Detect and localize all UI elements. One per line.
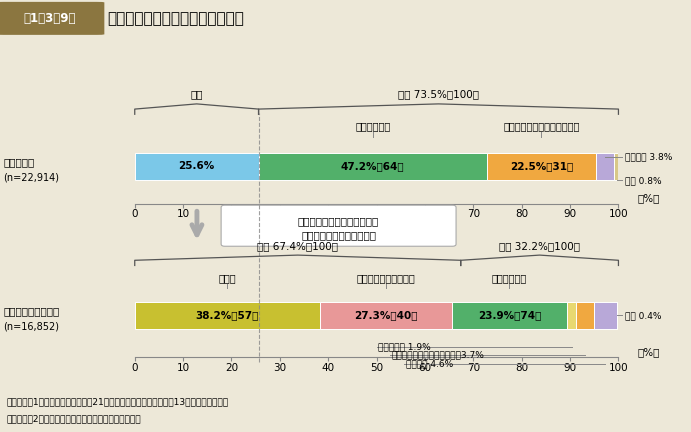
- Text: 勤め（常勤）: 勤め（常勤）: [492, 273, 527, 283]
- Text: 自営業等 3.8%: 自営業等 3.8%: [625, 152, 673, 161]
- Text: 有職 32.2%（100）: 有職 32.2%（100）: [499, 241, 580, 251]
- FancyBboxPatch shape: [0, 3, 104, 34]
- FancyBboxPatch shape: [221, 205, 456, 246]
- Text: 勤め（常勤）: 勤め（常勤）: [355, 121, 390, 131]
- Text: 出産前後の女性の就業状況の変化: 出産前後の女性の就業状況の変化: [107, 11, 244, 26]
- Text: (n=16,852): (n=16,852): [3, 321, 59, 331]
- Bar: [319, 302, 452, 329]
- Text: 出産１年前: 出産１年前: [3, 157, 35, 167]
- Text: 自営業等 4.6%: 自営業等 4.6%: [406, 359, 453, 368]
- Text: 勤め（パート・アルバイト）3.7%: 勤め（パート・アルバイト）3.7%: [392, 351, 484, 360]
- Text: 2．きょうだい数１人（本人のみ）の場合。: 2．きょうだい数１人（本人のみ）の場合。: [7, 415, 142, 423]
- Text: 38.2%（57）: 38.2%（57）: [196, 310, 259, 321]
- Text: 不詳 0.8%: 不詳 0.8%: [625, 176, 662, 185]
- Bar: [135, 152, 258, 180]
- Text: 出産半年後（現在）の状況: 出産半年後（現在）の状況: [301, 230, 376, 240]
- Bar: [594, 302, 616, 329]
- Text: （%）: （%）: [638, 194, 660, 203]
- Text: 無職 67.4%（100）: 無職 67.4%（100）: [257, 241, 339, 251]
- Bar: [567, 302, 576, 329]
- Text: 元常勤: 元常勤: [218, 273, 236, 283]
- Bar: [135, 302, 319, 329]
- Bar: [596, 152, 614, 180]
- Text: (n=22,914): (n=22,914): [3, 172, 59, 182]
- Text: 有職 73.5%（100）: 有職 73.5%（100）: [398, 89, 479, 100]
- Bar: [487, 152, 596, 180]
- Text: 22.5%（31）: 22.5%（31）: [510, 161, 573, 172]
- Text: （備考）　1．厚生労働省「第１回21世紀出生児縦断調査」（平成13年度）より作成。: （備考） 1．厚生労働省「第１回21世紀出生児縦断調査」（平成13年度）より作成…: [7, 397, 229, 406]
- Text: 勤め（パート・アルバイト）: 勤め（パート・アルバイト）: [503, 121, 580, 131]
- Bar: [616, 302, 618, 329]
- Bar: [576, 302, 594, 329]
- Text: 出産半年後（現在）: 出産半年後（現在）: [3, 306, 59, 316]
- Text: （%）: （%）: [638, 347, 660, 357]
- Text: 元自営業等 1.9%: 元自営業等 1.9%: [378, 342, 430, 351]
- Text: 第1－3－9図: 第1－3－9図: [23, 12, 76, 25]
- Text: 25.6%: 25.6%: [178, 161, 215, 172]
- Text: 47.2%（64）: 47.2%（64）: [341, 161, 404, 172]
- Bar: [258, 152, 487, 180]
- Text: 元パート・アルバイト: 元パート・アルバイト: [356, 273, 415, 283]
- Text: 無職: 無職: [191, 89, 203, 100]
- Text: 27.3%（40）: 27.3%（40）: [354, 310, 417, 321]
- Bar: [452, 302, 567, 329]
- Text: 不詳 0.4%: 不詳 0.4%: [625, 311, 662, 320]
- Text: 出産１年前に有職だった者の: 出産１年前に有職だった者の: [298, 216, 379, 226]
- Text: 23.9%（74）: 23.9%（74）: [477, 310, 541, 321]
- Bar: [614, 152, 618, 180]
